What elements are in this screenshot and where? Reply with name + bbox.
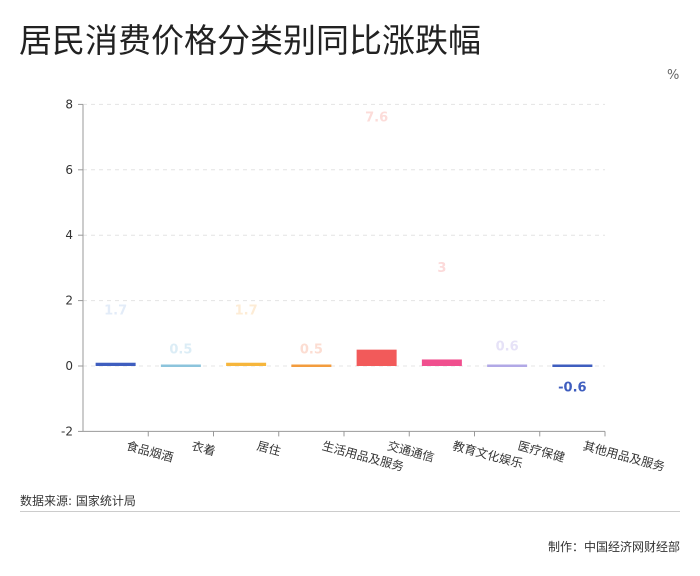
y-tick-label: 4 — [65, 228, 73, 242]
chart-title: 居民消费价格分类别同比涨跌幅 — [19, 21, 481, 60]
x-tick-label: 医疗保健 — [516, 439, 566, 465]
credit-text: 制作：中国经济网财经部 — [547, 540, 680, 554]
data-label: 1.7 — [104, 303, 127, 318]
data-label: 0.5 — [300, 343, 323, 358]
y-tick-label: 0 — [65, 359, 73, 373]
data-label: 0.5 — [169, 343, 192, 358]
bar-chart: -2024681.7食品烟酒0.5衣着1.7居住0.5生活用品及服务7.6交通通… — [61, 97, 667, 474]
y-tick-label: 6 — [65, 163, 73, 177]
x-tick-label: 居住 — [255, 439, 282, 459]
bar — [356, 349, 397, 366]
y-tick-label: 8 — [65, 97, 73, 111]
x-tick-label: 其他用品及服务 — [582, 438, 667, 474]
bar — [226, 362, 267, 366]
bar — [95, 362, 136, 366]
data-label: 7.6 — [365, 110, 388, 125]
x-tick-label: 食品烟酒 — [125, 438, 175, 465]
y-tick-label: 2 — [65, 294, 73, 308]
x-tick-label: 衣着 — [190, 438, 217, 459]
unit-label: % — [667, 68, 680, 83]
bar — [552, 364, 593, 367]
data-label: 1.7 — [235, 303, 258, 318]
y-tick-label: -2 — [61, 424, 73, 438]
data-label: -0.6 — [558, 381, 586, 396]
bar — [487, 364, 528, 367]
footer-divider — [20, 511, 680, 512]
data-label: 3 — [437, 261, 446, 276]
bar — [291, 364, 332, 367]
bar — [421, 359, 462, 366]
x-tick-label: 教育文化娱乐 — [451, 438, 524, 471]
data-source: 数据来源: 国家统计局 — [20, 494, 136, 508]
data-label: 0.6 — [496, 339, 519, 354]
bar — [160, 364, 201, 367]
